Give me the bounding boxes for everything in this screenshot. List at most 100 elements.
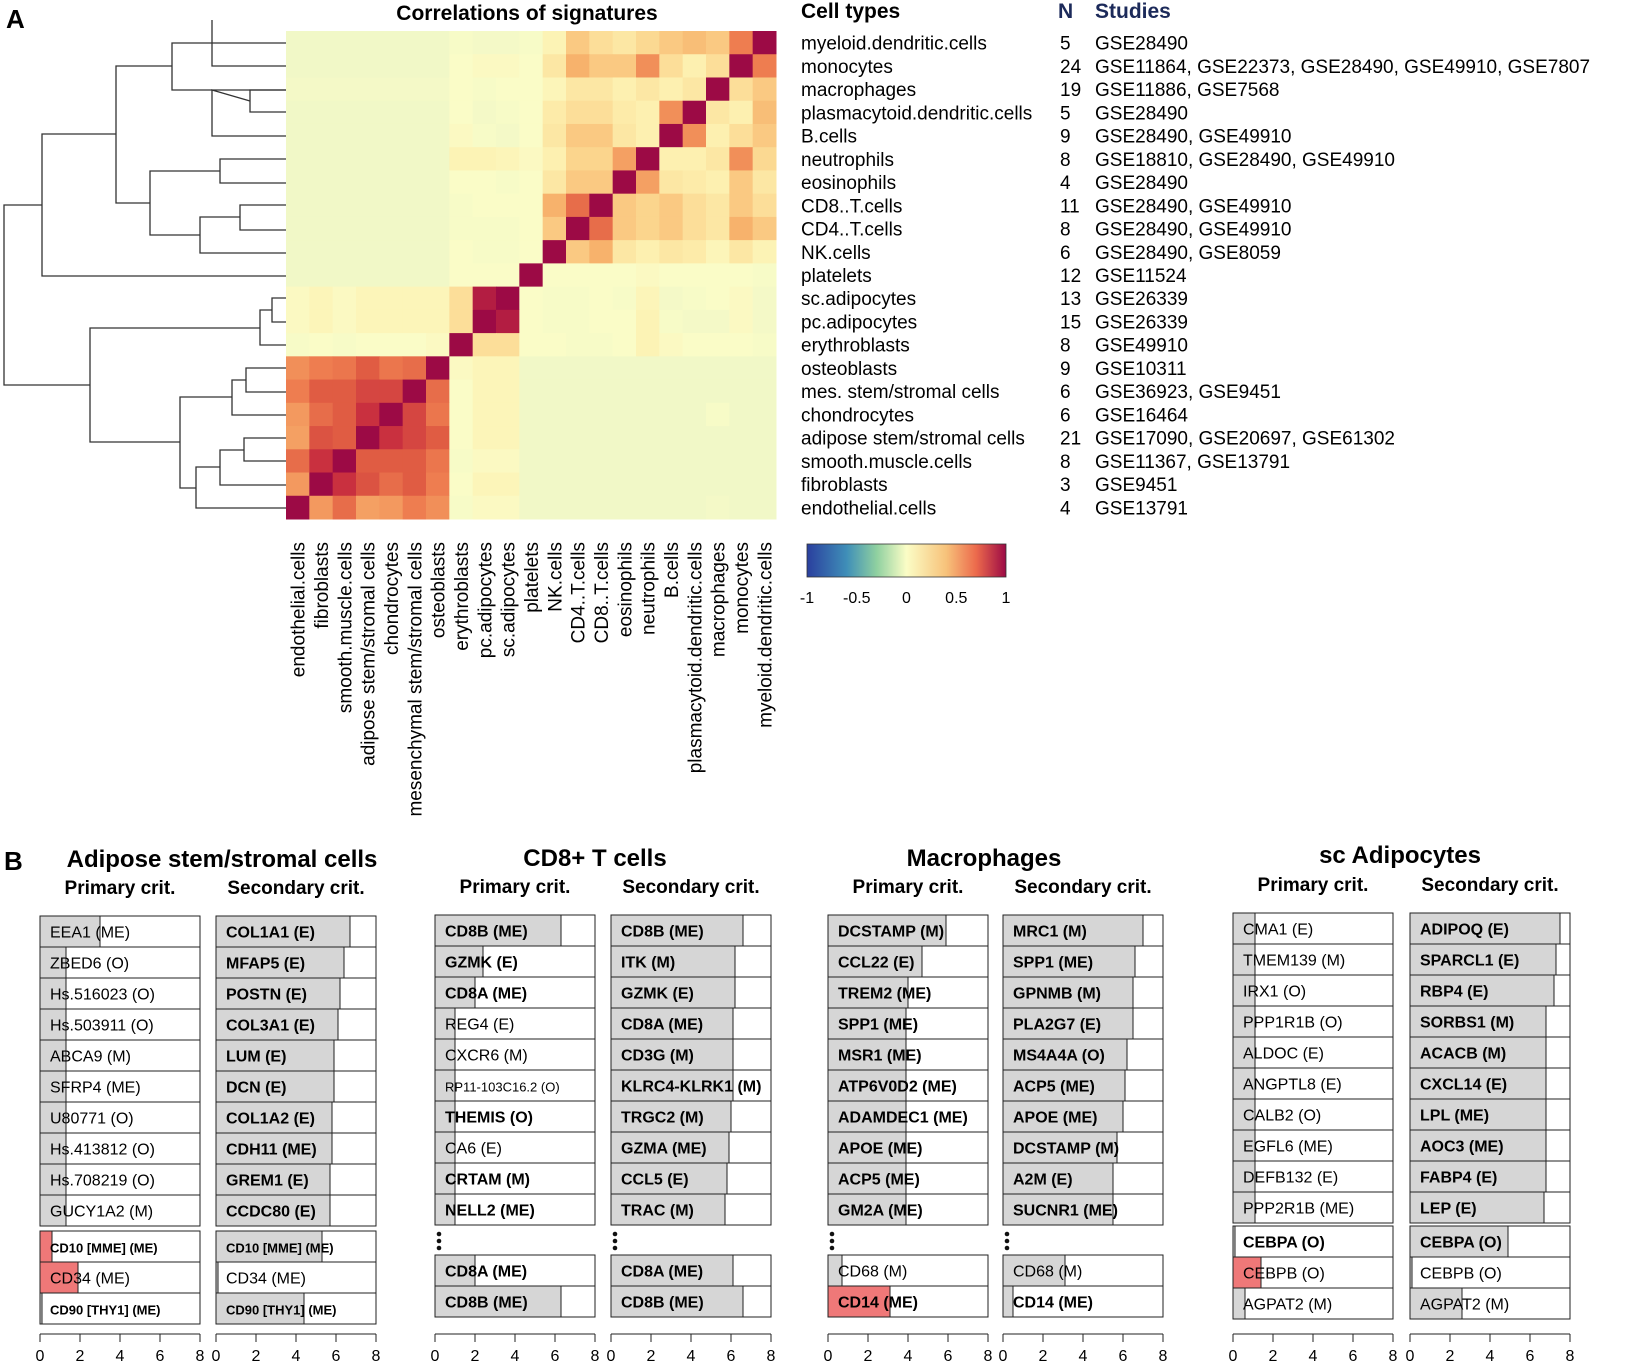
heatmap-cell <box>426 286 450 311</box>
heatmap-cell <box>309 449 334 474</box>
heatmap-cell <box>426 402 450 427</box>
heatmap-cell <box>682 379 707 404</box>
heatmap-cell <box>682 54 707 78</box>
row-cell-type: myeloid.dendritic.cells <box>801 34 987 55</box>
bar-frame <box>1002 1193 1164 1226</box>
heatmap-cell <box>286 356 310 381</box>
bar-label: CCL22 (E) <box>838 955 914 972</box>
heatmap-cell <box>566 170 590 195</box>
bar <box>1410 1006 1546 1037</box>
bar <box>1233 944 1255 975</box>
heatmap-cell <box>636 123 660 148</box>
heatmap-cell <box>286 449 310 474</box>
bar <box>828 946 922 977</box>
heatmap-cell <box>706 100 730 125</box>
bar <box>828 1132 906 1163</box>
row-n: 8 <box>1060 150 1071 171</box>
bar <box>1233 975 1255 1006</box>
heatmap-cell <box>659 193 684 218</box>
heatmap-cell <box>496 309 520 334</box>
heatmap-cell <box>566 54 590 78</box>
axis-tick-label: 6 <box>156 1348 165 1365</box>
heatmap-cell <box>636 426 660 450</box>
row-cell-type: CD8..T.cells <box>801 196 902 217</box>
heatmap-cell <box>286 100 310 125</box>
heatmap-cell <box>496 193 520 218</box>
bar <box>40 1195 66 1226</box>
bar-frame <box>827 1285 989 1318</box>
heatmap-cell <box>752 402 777 427</box>
bar-label: COL1A1 (E) <box>226 925 315 942</box>
bar-panel: Macrophages Primary crit. Secondary crit. D… <box>824 845 1168 1365</box>
heatmap-cell <box>519 193 544 218</box>
heatmap-cell <box>519 240 544 264</box>
heatmap-cell <box>659 402 684 427</box>
bar <box>216 1231 322 1262</box>
heatmap-cell <box>309 309 334 334</box>
heatmap-cell <box>682 426 707 450</box>
heatmap-cell <box>356 123 380 148</box>
heatmap-cell <box>472 426 497 450</box>
heatmap-cell <box>752 100 777 125</box>
column-label: fibroblasts <box>312 542 333 629</box>
heatmap-cell <box>426 216 450 241</box>
bar-frame <box>215 1292 377 1325</box>
bar-panel: sc Adipocytes Primary crit. Secondary crit… <box>1229 842 1575 1365</box>
heatmap-cell <box>449 333 474 357</box>
heatmap-cell <box>332 286 357 311</box>
heatmap-cell <box>379 402 404 427</box>
heatmap-cell <box>332 77 357 102</box>
bar <box>435 1132 455 1163</box>
heatmap-cell <box>659 147 684 171</box>
bar-label: SPARCL1 (E) <box>1420 953 1519 970</box>
heatmap-cell <box>752 77 777 102</box>
heatmap-cell <box>356 333 380 357</box>
row-n: 9 <box>1060 127 1071 148</box>
heatmap-cell <box>356 472 380 497</box>
heatmap-cell <box>752 426 777 450</box>
heatmap-cell <box>379 216 404 241</box>
heatmap-cell <box>729 472 754 497</box>
heatmap-cell <box>636 216 660 241</box>
bar <box>1410 913 1560 944</box>
heatmap-cell <box>309 379 334 404</box>
heatmap-cell <box>472 31 497 55</box>
heatmap-cell <box>729 449 754 474</box>
heatmap-cell <box>752 379 777 404</box>
row-n: 15 <box>1060 313 1081 334</box>
heatmap-cell <box>379 495 404 520</box>
row-studies: GSE28490, GSE49910 <box>1095 196 1291 217</box>
heatmap-cell <box>402 426 427 450</box>
heatmap-cell <box>332 263 357 288</box>
bar <box>828 1008 906 1039</box>
heatmap-cell <box>496 216 520 241</box>
heatmap-cell <box>379 426 404 450</box>
bar-label: ACACB (M) <box>1420 1046 1506 1063</box>
heatmap-cell <box>566 426 590 450</box>
heatmap-cell <box>356 426 380 450</box>
heatmap-cell <box>519 216 544 241</box>
row-studies: GSE28490, GSE8059 <box>1095 243 1281 264</box>
heatmap-cell <box>519 100 544 125</box>
column-label: neutrophils <box>639 542 660 635</box>
axis-tick-label: 2 <box>252 1348 261 1365</box>
heatmap-cell <box>286 263 310 288</box>
bar-label: EEA1 (ME) <box>50 925 130 942</box>
heatmap-cell <box>402 147 427 171</box>
bar-label: CCDC80 (E) <box>226 1204 316 1221</box>
heatmap-cell <box>332 193 357 218</box>
heatmap-cell <box>542 240 567 264</box>
heatmap-cell <box>309 100 334 125</box>
heatmap-cell <box>472 147 497 171</box>
heatmap-cell <box>426 31 450 55</box>
row-cell-type: CD4..T.cells <box>801 220 902 241</box>
column-label: pc.adipocytes <box>475 542 496 658</box>
heatmap-cell <box>286 147 310 171</box>
heatmap-cell <box>706 263 730 288</box>
row-studies: GSE13791 <box>1095 498 1188 519</box>
heatmap-cell <box>286 170 310 195</box>
heatmap-cell <box>659 379 684 404</box>
heatmap-cell <box>589 170 614 195</box>
heatmap-cell <box>472 263 497 288</box>
heatmap-cell <box>706 449 730 474</box>
